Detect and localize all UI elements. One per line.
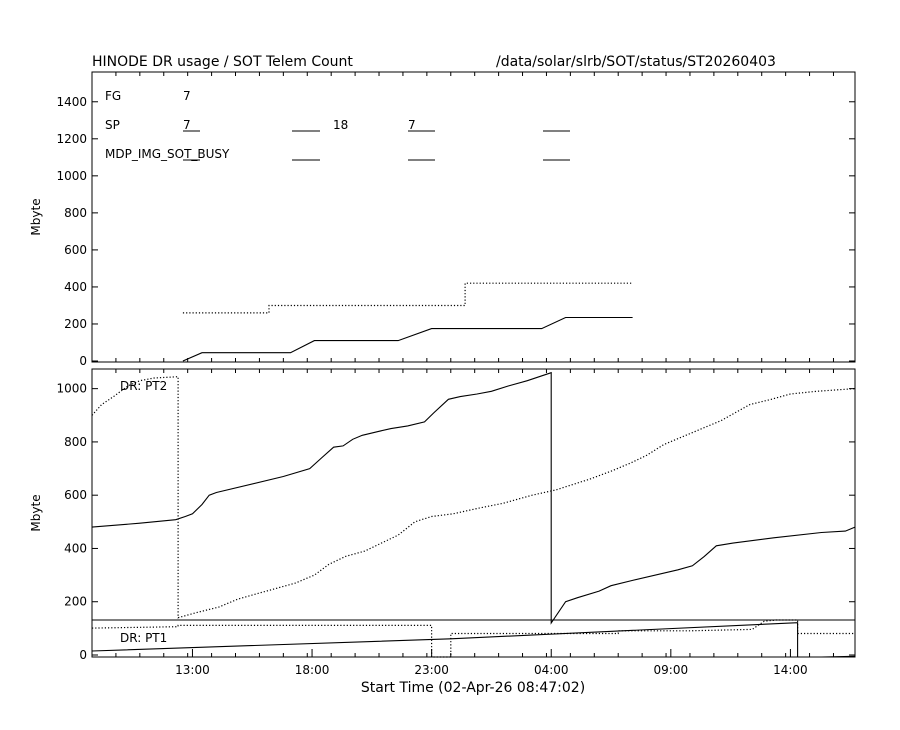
top-series-dotted-line [182,282,633,314]
pt2-label: DR: PT2 [120,379,167,393]
y-tick-label: 600 [64,243,87,257]
y-tick-label: 800 [64,435,87,449]
data-path: /data/solar/slrb/SOT/status/ST20260403 [496,54,776,70]
x-tick-label: 18:00 [295,663,330,677]
y-tick-label: 1200 [56,132,87,146]
y-tick-label: 400 [64,541,87,555]
y-tick-label: 800 [64,206,87,220]
series-layer [91,282,856,658]
top-x-ticks [91,72,834,362]
y-tick-label: 200 [64,317,87,331]
busy-markers [183,130,570,161]
x-tick-label: 14:00 [773,663,808,677]
y-tick-label: 1000 [56,382,87,396]
fg-label: FG [105,89,121,103]
top-series-solid-line [182,316,633,362]
y-tick-label: 1000 [56,169,87,183]
pt1-series-solid-line [91,622,856,658]
bottom-y-label: Mbyte [29,494,43,531]
busy-label: MDP_IMG_SOT_BUSY [105,147,230,161]
fg-count: 7 [183,89,191,103]
y-tick-label: 0 [79,354,87,368]
y-tick-label: 600 [64,488,87,502]
chart-title: HINODE DR usage / SOT Telem Count [92,54,353,70]
x-tick-label: 09:00 [654,663,689,677]
top-y-axis: 0 200 400 600 800 1000 1200 1400 [56,95,855,368]
x-tick-label: 13:00 [175,663,210,677]
x-axis-label: Start Time (02-Apr-26 08:47:02) [361,680,585,696]
bottom-series-solid-line [91,371,856,625]
top-legend: FG 7 SP 7 18 7 MDP_IMG_SOT_BUSY [105,89,570,161]
pt1-label: DR: PT1 [120,631,167,645]
bottom-y-axis: 0 200 400 600 800 1000 [56,382,855,662]
bottom-x-axis: 13:00 18:00 23:00 04:00 09:00 14:00 [91,369,834,677]
top-y-label: Mbyte [29,198,43,235]
bottom-series-dotted-line [91,376,856,619]
x-tick-label: 04:00 [534,663,569,677]
x-tick-label: 23:00 [414,663,449,677]
y-tick-label: 200 [64,595,87,609]
top-panel-frame [91,71,856,363]
y-tick-label: 0 [79,648,87,662]
bottom-panel-frame [91,368,856,658]
y-tick-label: 400 [64,280,87,294]
y-tick-label: 1400 [56,95,87,109]
sp-count-1: 7 [183,118,191,132]
sp-count-2: 18 [333,118,348,132]
sp-count-3: 7 [408,118,416,132]
sp-label: SP [105,118,120,132]
